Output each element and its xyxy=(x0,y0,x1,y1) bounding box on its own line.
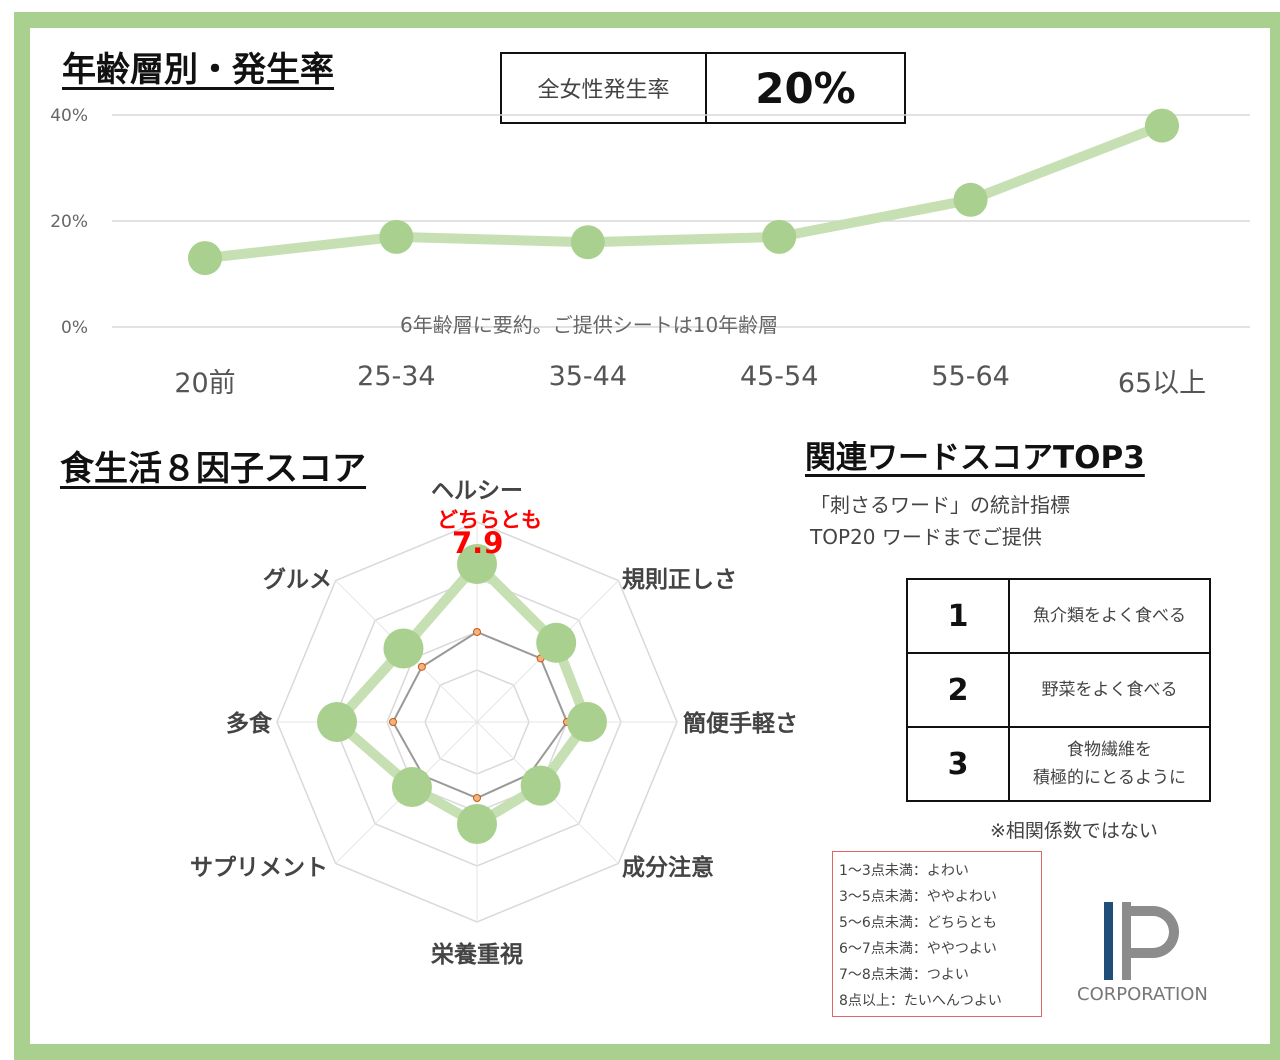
rank-cell: 3 xyxy=(906,726,1010,802)
radar-axis-label: 成分注意 xyxy=(622,854,714,881)
words-desc-2: TOP20 ワードまでご提供 xyxy=(810,525,1042,549)
table-row: 2 野菜をよく食べる xyxy=(906,652,1211,728)
word-cell: 魚介類をよく食べる xyxy=(1008,578,1211,654)
radar-axis-label: 多食 xyxy=(226,710,273,737)
table-row: 1 魚介類をよく食べる xyxy=(906,578,1211,654)
x-tick-label: 20前 xyxy=(174,368,235,399)
legend-item: 1～3点未満：よわい xyxy=(839,863,969,879)
x-tick-label: 45-54 xyxy=(740,361,818,392)
x-tick-label: 25-34 xyxy=(357,361,435,392)
line-chart: 0% 20% 40% 20前 25-34 35-44 45-54 55-64 65以上 xyxy=(50,106,1250,399)
series-line xyxy=(204,120,1164,264)
legend-item: 6～7点未満：ややつよい xyxy=(839,941,997,957)
word-line: 食物繊維を xyxy=(1067,740,1152,760)
data-point xyxy=(570,225,605,260)
table-row: 3 食物繊維を 積極的にとるように xyxy=(906,726,1211,802)
data-point xyxy=(1145,108,1179,143)
data-point xyxy=(379,219,414,254)
logo-mark-icon xyxy=(1104,902,1179,980)
radar-axis-label: グルメ xyxy=(263,566,332,593)
word-line: 積極的にとるように xyxy=(1033,768,1186,788)
x-tick-label: 65以上 xyxy=(1118,368,1206,399)
words-footnote: ※相関係数ではない xyxy=(990,820,1158,842)
main-point xyxy=(536,622,577,663)
overall-rate-value: 20% xyxy=(755,63,856,113)
word-cell: 食物繊維を 積極的にとるように xyxy=(1008,726,1211,802)
words-title: 関連ワードスコアTOP3 xyxy=(805,440,1145,476)
main-point xyxy=(457,544,497,584)
data-point xyxy=(762,219,797,254)
word-line: 魚介類をよく食べる xyxy=(1033,606,1186,626)
radar-axis-label: 規則正しさ xyxy=(622,567,737,593)
main-point xyxy=(457,804,497,844)
main-point xyxy=(567,702,607,742)
logo-text: CORPORATION xyxy=(1077,984,1208,1005)
overall-rate-box: 全女性発生率 20% xyxy=(500,52,906,124)
word-cell: 野菜をよく食べる xyxy=(1008,652,1211,728)
data-point xyxy=(188,241,222,276)
highlight-text: どちらとも xyxy=(437,508,542,532)
radar-axis-label: 栄養重視 xyxy=(430,941,523,968)
rank-cell: 1 xyxy=(906,578,1010,654)
words-desc-1: 「刺さるワード」の統計指標 xyxy=(810,493,1070,517)
main-point xyxy=(383,628,424,669)
top3-table: 1 魚介類をよく食べる 2 野菜をよく食べる 3 食物繊維を 積極的にとるように xyxy=(906,578,1211,802)
main-point xyxy=(520,765,561,806)
comparison-point xyxy=(473,628,481,636)
overall-rate-label: 全女性発生率 xyxy=(502,54,707,122)
main-point xyxy=(317,702,357,742)
main-point xyxy=(391,767,432,808)
line-chart-title: 年齢層別・発生率 xyxy=(62,50,334,90)
rank-cell: 2 xyxy=(906,652,1010,728)
x-tick-label: 35-44 xyxy=(549,361,627,392)
comparison-point xyxy=(417,662,426,671)
data-point xyxy=(953,182,988,217)
radar-axis-label: ヘルシー xyxy=(431,478,523,504)
radar-axis-label: サプリメント xyxy=(190,855,328,881)
radar-chart-title: 食生活８因子スコア xyxy=(60,449,366,489)
x-tick-label: 55-64 xyxy=(931,361,1009,392)
legend-item: 5～6点未満：どちらとも xyxy=(839,915,997,931)
highlight-value: 7.9 xyxy=(452,526,504,560)
comparison-point xyxy=(473,794,481,802)
word-line: 野菜をよく食べる xyxy=(1041,680,1178,700)
legend-item: 8点以上：たいへんつよい xyxy=(839,993,1002,1009)
legend-item: 3～5点未満：ややよわい xyxy=(839,889,997,905)
comparison-point xyxy=(389,718,397,726)
y-tick-label: 0% xyxy=(61,318,88,338)
y-tick-label: 20% xyxy=(50,212,88,232)
y-tick-label: 40% xyxy=(50,106,88,126)
legend-item: 7～8点未満：つよい xyxy=(839,967,969,983)
score-legend: 1～3点未満：よわい 3～5点未満：ややよわい 5～6点未満：どちらとも 6～7… xyxy=(832,851,1042,1017)
radar-axis-label: 簡便手軽さ xyxy=(683,710,798,737)
line-chart-note: 6年齢層に要約。ご提供シートは10年齢層 xyxy=(400,313,779,337)
